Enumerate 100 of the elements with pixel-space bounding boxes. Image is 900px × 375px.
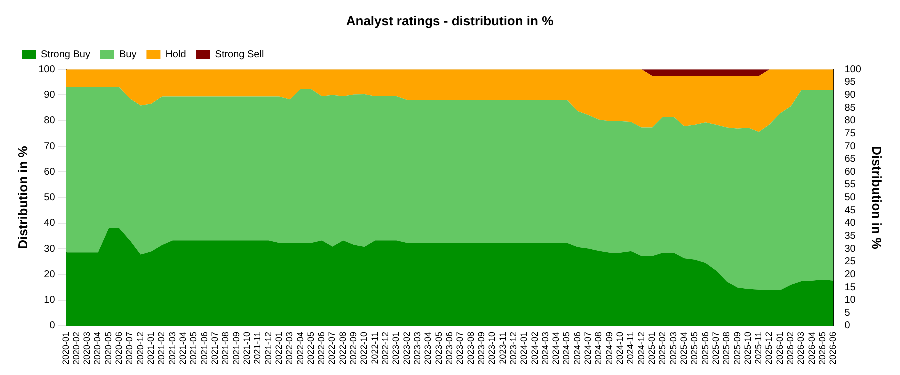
y2-tick-label: 25 [844,256,856,268]
y2-tick-label: 40 [844,218,856,230]
x-tick-label: 2024-02 [530,332,540,365]
x-tick-label: 2021-07 [210,332,220,365]
y2-tick-label: 90 [844,90,856,101]
y2-tick-label: 80 [844,116,856,127]
x-tick-label: 2021-10 [242,332,252,365]
x-tick-label: 2024-06 [572,332,582,365]
x-tick-label: 2024-05 [562,332,572,365]
x-tick-label: 2023-10 [487,332,498,365]
legend-label: Buy [119,49,137,60]
x-tick-label: 2021-09 [231,332,242,365]
x-tick-label: 2026-04 [806,332,817,365]
x-tick-label: 2022-01 [274,332,284,365]
x-tick-label: 2023-01 [391,332,402,365]
x-tick-label: 2025-08 [722,332,732,365]
x-tick-label: 2022-11 [370,332,380,364]
x-tick-label: 2021-05 [188,332,199,365]
y2-tick-label: 20 [844,269,856,280]
x-tick-label: 2026-01 [774,332,785,365]
x-tick-label: 2020-12 [135,332,146,365]
y2-tick-label: 5 [844,308,851,319]
x-tick-label: 2024-12 [636,332,646,365]
x-tick-label: 2025-05 [690,332,700,365]
x-tick-label: 2024-01 [519,332,530,365]
x-tick-label: 2024-08 [594,332,604,365]
x-tick-label: 2023-02 [402,332,412,365]
x-tick-label: 2025-12 [764,332,774,365]
chart-title: Analyst ratings - distribution in % [346,13,554,28]
y2-tick-label: 15 [844,282,856,294]
x-tick-label: 2022-09 [348,332,359,365]
x-tick-label: 2025-11 [754,332,764,364]
x-tick-label: 2022-07 [327,332,338,365]
x-tick-label: 2021-11 [252,332,263,364]
x-tick-label: 2020-04 [92,332,103,365]
y-tick-label: 20 [44,269,56,280]
y2-tick-label: 100 [844,64,862,76]
x-tick-label: 2021-01 [146,332,156,365]
x-tick-label: 2025-06 [700,332,710,365]
y-tick-label: 0 [50,320,56,332]
x-tick-label: 2025-07 [710,332,721,365]
x-tick-label: 2020-07 [124,332,135,365]
y-tick-label: 10 [44,295,56,306]
y-tick-label: 80 [44,116,56,127]
x-tick-label: 2020-03 [82,332,92,365]
x-tick-label: 2021-03 [167,332,178,365]
x-tick-label: 2022-10 [359,332,370,365]
y2-tick-label: 95 [844,77,856,88]
x-tick-label: 2021-06 [199,332,210,365]
x-tick-label: 2023-04 [423,332,434,365]
x-tick-label: 2025-04 [678,332,689,365]
x-tick-label: 2025-09 [732,332,742,365]
x-tick-label: 2020-05 [103,332,114,365]
y2-tick-label: 30 [844,244,856,255]
x-tick-label: 2022-12 [380,332,391,365]
y2-tick-label: 70 [844,141,856,152]
x-tick-label: 2021-12 [263,332,274,365]
x-tick-label: 2023-07 [455,332,466,365]
x-tick-label: 2026-02 [786,332,796,365]
y2-tick-label: 10 [844,295,856,306]
x-tick-label: 2021-02 [156,332,167,365]
x-tick-label: 2024-04 [551,332,562,365]
x-tick-label: 2023-12 [508,332,518,365]
x-tick-label: 2020-06 [114,332,124,365]
y2-tick-label: 85 [844,102,856,114]
x-tick-label: 2023-11 [498,332,508,364]
y2-tick-label: 55 [844,180,856,191]
x-tick-label: 2026-06 [828,332,838,365]
x-tick-label: 2022-08 [338,332,348,365]
x-tick-label: 2023-03 [412,332,423,365]
y2-tick-label: 35 [844,230,856,242]
x-tick-label: 2024-11 [626,332,636,364]
y-tick-label: 50 [44,192,56,204]
x-tick-label: 2021-04 [178,332,188,365]
x-tick-label: 2022-06 [316,332,327,365]
y2-tick-label: 75 [844,128,856,140]
x-tick-label: 2023-09 [476,332,486,365]
y2-tick-label: 50 [844,192,856,204]
legend-label: Hold [166,49,186,60]
x-tick-label: 2024-09 [604,332,614,365]
y2-tick-label: 65 [844,154,856,166]
y-tick-label: 70 [44,141,56,152]
x-tick-label: 2026-03 [796,332,806,365]
legend-label: Strong Buy [41,49,90,60]
y2-tick-label: 45 [844,205,856,216]
x-tick-label: 2025-01 [647,332,657,365]
x-tick-label: 2024-10 [615,332,626,365]
legend-label: Strong Sell [215,49,264,60]
x-tick-label: 2025-03 [668,332,678,365]
x-tick-label: 2022-05 [306,332,316,365]
y-tick-label: 40 [44,218,56,230]
x-tick-label: 2024-03 [540,332,550,365]
y-tick-label: 60 [44,166,56,178]
x-tick-label: 2022-03 [284,332,295,365]
y2-tick-label: 60 [844,166,856,178]
x-tick-label: 2023-06 [444,332,454,365]
y-tick-label: 90 [44,90,56,101]
y2-tick-label: 0 [844,320,851,332]
x-tick-label: 2020-01 [60,332,71,365]
y-axis-title: Distribution in % [15,146,30,250]
